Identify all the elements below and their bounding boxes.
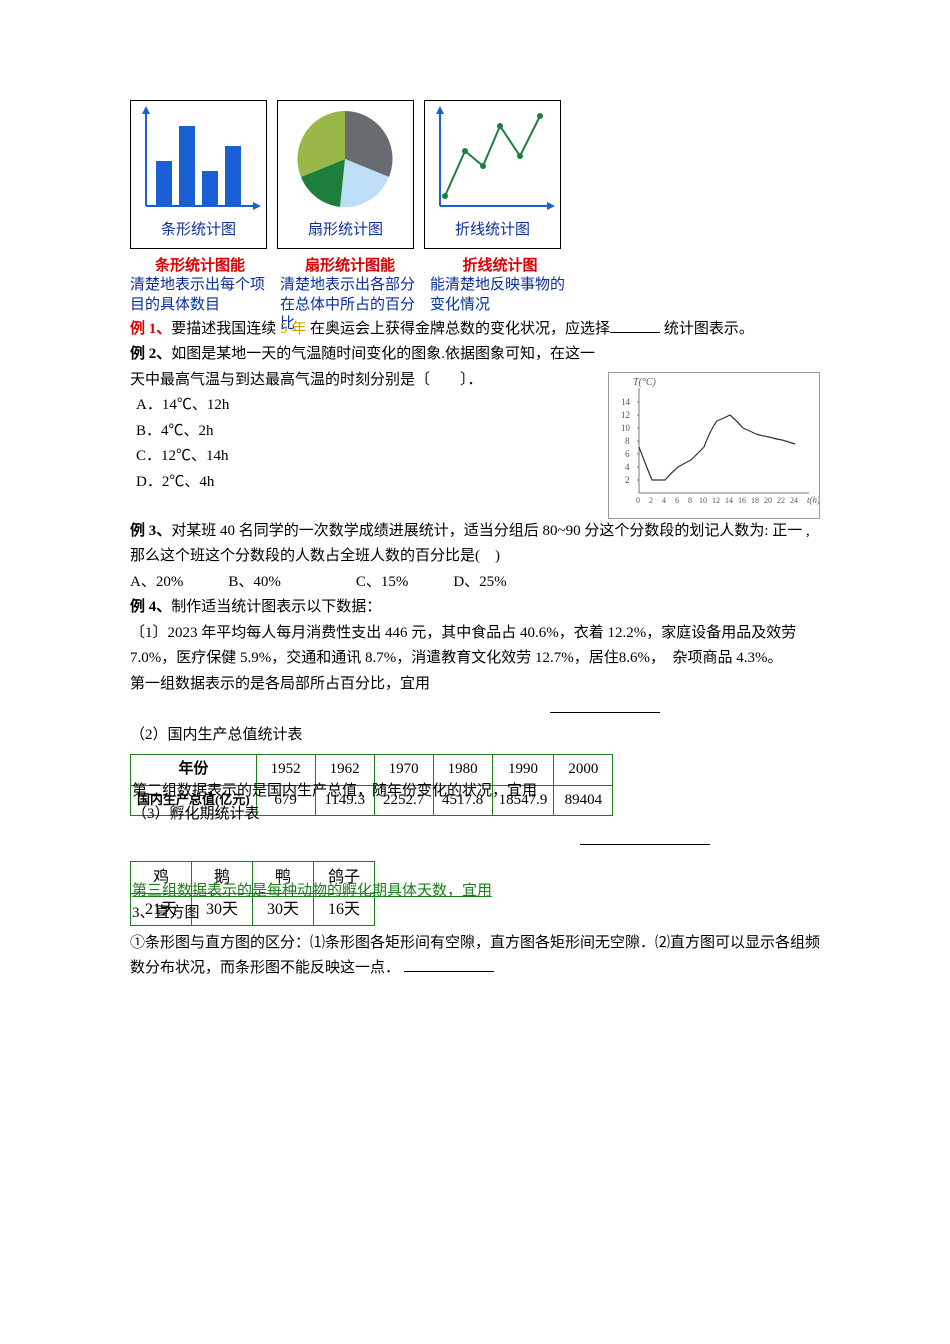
blank-2 <box>550 699 660 714</box>
ex3-options: A、20% B、40% C、15% D、25% <box>130 570 820 596</box>
ex4-part1b: 第一组数据表示的是各局部所占百分比，宜用 <box>130 672 820 698</box>
bar-chart-svg <box>131 101 266 216</box>
svg-text:6: 6 <box>625 449 630 459</box>
histogram-note: ①条形图与直方图的区分：⑴条形图各矩形间有空隙，直方图各矩形间无空隙．⑵直方图可… <box>130 931 820 982</box>
svg-text:22: 22 <box>777 496 785 505</box>
svg-text:20: 20 <box>764 496 772 505</box>
ex4-part2-overlay: 第二组数据表示的是国内生产总值，随年份变化的状况，宜用 （3）孵化期统计表 <box>132 780 822 825</box>
pie-chart-example: 扇形统计图 <box>277 100 414 249</box>
blank-1 <box>610 318 660 333</box>
bar-chart-label: 条形统计图 <box>131 216 266 246</box>
svg-text:8: 8 <box>625 436 630 446</box>
svg-text:2: 2 <box>625 475 630 485</box>
pie-chart-svg <box>278 101 413 216</box>
svg-text:0: 0 <box>636 496 640 505</box>
example-1: 例 1、要描述我国连续 5 年 在奥运会上获得金牌总数的变化状况，应选择 统计图… <box>130 317 820 343</box>
blank-4 <box>404 958 494 973</box>
example-3: 例 3、对某班 40 名同学的一次数学成绩进展统计，适当分组后 80~90 分这… <box>130 519 820 570</box>
line-chart-svg <box>425 101 560 216</box>
svg-text:12: 12 <box>621 410 630 420</box>
svg-text:4: 4 <box>662 496 666 505</box>
svg-text:8: 8 <box>688 496 692 505</box>
line-chart-example: 折线统计图 <box>424 100 561 249</box>
pie-chart-label: 扇形统计图 <box>278 216 413 246</box>
example-4: 例 4、制作适当统计图表示以下数据： <box>130 595 820 621</box>
svg-text:6: 6 <box>675 496 679 505</box>
svg-text:24: 24 <box>790 496 798 505</box>
svg-text:10: 10 <box>699 496 707 505</box>
svg-text:18: 18 <box>751 496 759 505</box>
chart-examples-row: 条形统计图 扇形统计图 <box>130 100 820 249</box>
line-chart-label: 折线统计图 <box>425 216 560 246</box>
svg-text:14: 14 <box>725 496 733 505</box>
svg-text:T(°C): T(°C) <box>633 377 657 388</box>
svg-text:10: 10 <box>621 423 631 433</box>
svg-text:14: 14 <box>621 397 631 407</box>
svg-text:2: 2 <box>649 496 653 505</box>
temperature-chart: T(°C) t(h) 2 4 6 8 10 12 14 0 2 4 6 8 10 <box>608 372 820 519</box>
svg-text:16: 16 <box>738 496 746 505</box>
svg-text:12: 12 <box>712 496 720 505</box>
blank-3 <box>580 831 710 846</box>
ex4-part1: 〔1〕2023 年平均每人每月消费性支出 446 元，其中食品占 40.6%，衣… <box>130 621 820 672</box>
bar-chart-example: 条形统计图 <box>130 100 267 249</box>
ex4-part3-overlay: 第三组数据表示的是每种动物的孵化期具体天数，宜用 3、直方图 <box>132 880 822 925</box>
ex4-part2-title: （2）国内生产总值统计表 <box>130 723 820 749</box>
svg-text:t(h): t(h) <box>807 495 819 505</box>
svg-text:4: 4 <box>625 462 630 472</box>
